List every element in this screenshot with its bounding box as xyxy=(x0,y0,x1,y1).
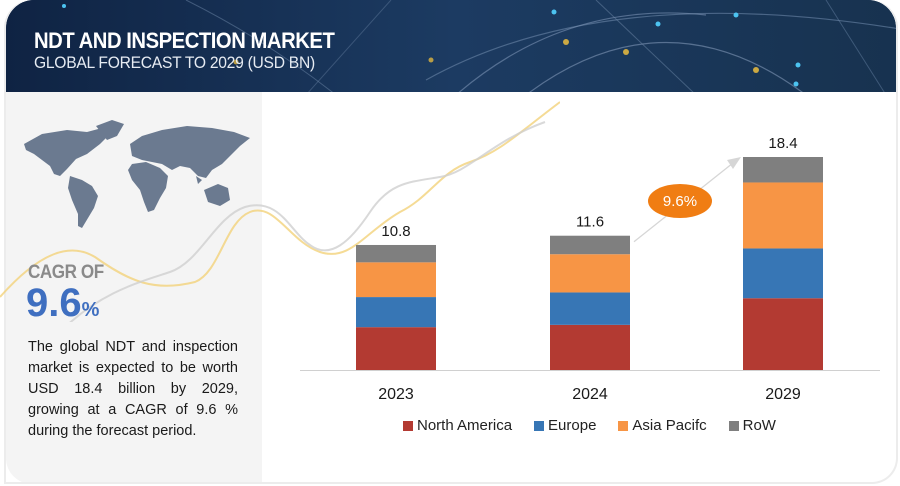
cagr-percent-sign: % xyxy=(81,299,100,321)
bar-segment-asia-pacifc-2029 xyxy=(743,182,823,249)
total-label-2023: 10.8 xyxy=(381,223,410,240)
page-title: NDT AND INSPECTION MARKET xyxy=(34,28,335,53)
legend-swatch xyxy=(403,420,413,431)
cagr-number: 9.6 xyxy=(26,281,82,325)
legend-label: Asia Pacifc xyxy=(632,417,707,434)
legend-item-row: RoW xyxy=(728,417,776,434)
bar-segment-north-america-2024 xyxy=(550,324,630,370)
bar-segment-north-america-2023 xyxy=(356,327,436,370)
total-label-2024: 11.6 xyxy=(576,214,604,231)
decorative-curves xyxy=(0,101,560,322)
legend-label: Europe xyxy=(548,417,597,434)
page-subtitle: GLOBAL FORECAST TO 2029 (USD BN) xyxy=(34,53,315,72)
legend-swatch xyxy=(534,420,545,431)
legend-label: North America xyxy=(417,417,513,434)
bar-segment-north-america-2029 xyxy=(743,298,823,370)
legend-item-north-america: North America xyxy=(403,417,512,434)
bar-segment-asia-pacifc-2023 xyxy=(356,262,436,298)
bar-segment-asia-pacifc-2024 xyxy=(550,254,630,293)
legend-swatch xyxy=(728,420,739,431)
x-tick-label-2023: 2023 xyxy=(378,386,414,403)
bar-segment-row-2024 xyxy=(550,235,630,255)
cagr-value: 9.6% xyxy=(26,281,99,326)
bar-segment-europe-2023 xyxy=(356,297,436,328)
bar-segment-europe-2029 xyxy=(743,248,823,299)
cagr-badge-label: 9.6% xyxy=(663,193,697,210)
market-description: The global NDT and inspection market is … xyxy=(28,339,238,439)
cagr-arrow-head xyxy=(727,157,741,169)
bar-segment-row-2023 xyxy=(356,244,436,263)
legend-label: RoW xyxy=(742,417,776,434)
legend-item-asia-pacifc: Asia Pacifc xyxy=(618,417,707,434)
total-label-2029: 18.4 xyxy=(768,135,797,152)
bar-segment-europe-2024 xyxy=(550,292,630,325)
legend-swatch xyxy=(618,420,629,431)
header-banner: NDT AND INSPECTION MARKET GLOBAL FORECAS… xyxy=(6,0,896,92)
header-fiber-decoration xyxy=(6,0,896,92)
cagr-badge xyxy=(648,184,712,218)
legend-item-europe: Europe xyxy=(534,417,596,434)
cagr-label: CAGR OF xyxy=(28,262,104,283)
x-tick-label-2029: 2029 xyxy=(765,386,801,403)
world-map-icon xyxy=(24,120,250,228)
chart-legend: North America Europe Asia Pacifc RoW xyxy=(403,417,776,434)
x-tick-label-2024: 2024 xyxy=(572,386,608,403)
bar-segment-row-2029 xyxy=(743,157,823,183)
